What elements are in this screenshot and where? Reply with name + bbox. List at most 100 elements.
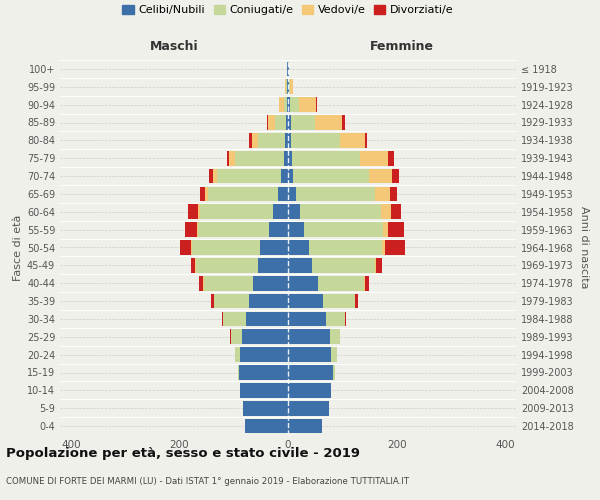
Bar bbox=[268, 115, 275, 130]
Bar bbox=[288, 80, 289, 94]
Bar bbox=[287, 98, 288, 112]
Bar bbox=[287, 80, 288, 94]
Bar bbox=[223, 312, 245, 326]
Bar bbox=[240, 383, 288, 398]
Bar bbox=[370, 168, 392, 184]
Bar bbox=[316, 98, 317, 112]
Bar bbox=[388, 222, 404, 237]
Bar bbox=[299, 98, 316, 112]
Bar bbox=[211, 294, 214, 308]
Bar bbox=[296, 186, 375, 201]
Bar bbox=[290, 80, 293, 94]
Bar bbox=[273, 204, 288, 219]
Bar bbox=[281, 168, 288, 184]
Bar bbox=[288, 151, 292, 166]
Bar bbox=[291, 115, 315, 130]
Y-axis label: Anni di nascita: Anni di nascita bbox=[579, 206, 589, 289]
Bar bbox=[284, 98, 287, 112]
Bar bbox=[213, 168, 217, 184]
Bar bbox=[222, 312, 223, 326]
Bar bbox=[313, 258, 375, 272]
Bar bbox=[331, 330, 340, 344]
Bar bbox=[345, 312, 346, 326]
Bar bbox=[242, 330, 288, 344]
Text: Femmine: Femmine bbox=[370, 40, 434, 53]
Bar bbox=[253, 276, 288, 290]
Bar bbox=[315, 115, 342, 130]
Bar bbox=[288, 419, 322, 434]
Bar bbox=[286, 115, 288, 130]
Bar bbox=[199, 222, 269, 237]
Bar bbox=[229, 151, 235, 166]
Bar bbox=[275, 115, 286, 130]
Bar bbox=[200, 204, 273, 219]
Bar bbox=[288, 204, 300, 219]
Bar bbox=[304, 222, 383, 237]
Bar bbox=[288, 365, 332, 380]
Bar bbox=[291, 133, 340, 148]
Bar bbox=[192, 240, 260, 255]
Bar bbox=[200, 186, 205, 201]
Bar bbox=[208, 186, 278, 201]
Bar bbox=[288, 348, 331, 362]
Bar bbox=[196, 258, 258, 272]
Bar bbox=[382, 240, 385, 255]
Bar bbox=[258, 258, 288, 272]
Bar bbox=[235, 151, 284, 166]
Bar bbox=[230, 330, 231, 344]
Bar bbox=[300, 204, 382, 219]
Bar bbox=[245, 419, 288, 434]
Bar bbox=[340, 133, 365, 148]
Bar bbox=[318, 276, 364, 290]
Bar bbox=[288, 294, 323, 308]
Text: Popolazione per età, sesso e stato civile - 2019: Popolazione per età, sesso e stato civil… bbox=[6, 448, 360, 460]
Bar bbox=[198, 204, 200, 219]
Bar bbox=[332, 365, 335, 380]
Bar bbox=[191, 240, 192, 255]
Bar bbox=[258, 133, 285, 148]
Bar bbox=[323, 294, 355, 308]
Bar bbox=[279, 98, 284, 112]
Bar bbox=[288, 240, 308, 255]
Bar bbox=[365, 276, 369, 290]
Bar bbox=[217, 168, 281, 184]
Bar bbox=[288, 168, 293, 184]
Bar bbox=[293, 168, 370, 184]
Bar bbox=[214, 294, 249, 308]
Bar bbox=[238, 365, 239, 380]
Bar bbox=[292, 151, 360, 166]
Bar bbox=[288, 115, 291, 130]
Bar bbox=[260, 240, 288, 255]
Bar bbox=[365, 133, 367, 148]
Bar bbox=[251, 133, 258, 148]
Bar bbox=[249, 133, 251, 148]
Bar bbox=[342, 115, 345, 130]
Bar bbox=[288, 276, 318, 290]
Bar bbox=[244, 401, 288, 415]
Bar bbox=[390, 186, 397, 201]
Bar bbox=[231, 330, 242, 344]
Bar bbox=[204, 276, 253, 290]
Bar bbox=[288, 258, 313, 272]
Bar bbox=[288, 222, 304, 237]
Bar bbox=[376, 258, 382, 272]
Bar bbox=[285, 133, 288, 148]
Bar bbox=[385, 240, 405, 255]
Bar bbox=[227, 151, 229, 166]
Bar bbox=[284, 151, 288, 166]
Bar bbox=[180, 240, 191, 255]
Bar bbox=[375, 258, 376, 272]
Bar bbox=[288, 186, 296, 201]
Bar bbox=[191, 258, 195, 272]
Bar bbox=[205, 186, 208, 201]
Bar bbox=[375, 186, 390, 201]
Bar bbox=[331, 348, 337, 362]
Y-axis label: Fasce di età: Fasce di età bbox=[13, 214, 23, 280]
Bar bbox=[383, 222, 388, 237]
Bar bbox=[269, 222, 288, 237]
Bar bbox=[288, 383, 331, 398]
Bar bbox=[288, 98, 290, 112]
Bar bbox=[185, 222, 197, 237]
Bar bbox=[245, 312, 288, 326]
Bar bbox=[388, 151, 394, 166]
